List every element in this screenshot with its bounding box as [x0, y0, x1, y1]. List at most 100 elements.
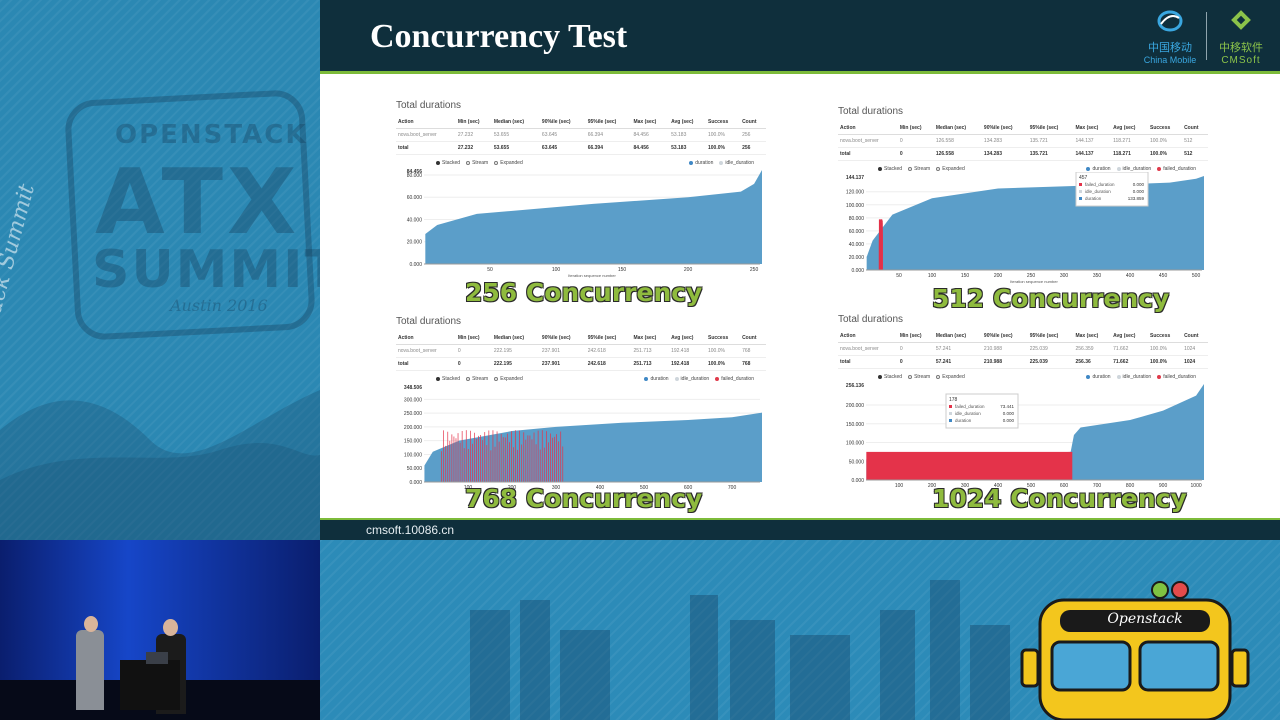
- tooltip-series-value: 133.859: [1128, 196, 1145, 201]
- presenter-left: [76, 630, 104, 710]
- tooltip-series-value: 0.000: [1003, 411, 1015, 416]
- duration-series-area[interactable]: [425, 170, 762, 264]
- panel-title: Total durations: [838, 314, 904, 325]
- table-cell: 53.183: [669, 128, 706, 142]
- legend-stacked-radio[interactable]: Stacked: [436, 160, 460, 166]
- table-header-cell: Action: [396, 116, 456, 129]
- legend-failed-duration[interactable]: failed_duration: [1157, 166, 1196, 172]
- x-tick-label: 700: [728, 485, 737, 491]
- legend-dot: [674, 376, 679, 381]
- legend-label: failed_duration: [1163, 166, 1196, 172]
- legend-failed-duration[interactable]: failed_duration: [715, 376, 754, 382]
- y-tick-label: 60.000: [407, 195, 423, 201]
- cmsoft-logo: 中移软件 CMSoft: [1210, 10, 1272, 66]
- legend-stacked-radio[interactable]: Stacked: [878, 374, 902, 380]
- table-row: total 0 126.558 134.283 135.721 144.137 118.27…: [838, 147, 1208, 161]
- hills-illustration: [0, 390, 320, 540]
- table-header-cell: Count: [1182, 122, 1208, 135]
- x-tick-label: 400: [994, 483, 1003, 489]
- legend-label: Expanded: [500, 160, 523, 166]
- tooltip-series-value: 0.000: [1133, 182, 1145, 187]
- legend-series: duration idle_duration: [689, 160, 760, 166]
- duration-series-area[interactable]: [866, 384, 1204, 480]
- legend-idle-duration[interactable]: idle_duration: [674, 376, 709, 382]
- concurrency-caption: 768 Concurrency: [465, 484, 703, 513]
- chart-legend: Stacked Stream Expanded duration idle_durati…: [878, 374, 1208, 380]
- legend-label: duration: [1092, 166, 1111, 172]
- table-header-cell: Success: [705, 116, 741, 129]
- table-row: total 0 222.195 237.901 242.618 251.713 192.41…: [396, 357, 766, 371]
- legend-label: Stream: [472, 160, 489, 166]
- chart-legend: Stacked Stream Expanded duration idle_durati…: [878, 166, 1208, 172]
- podium: [120, 660, 180, 710]
- legend-label: idle_duration: [725, 160, 754, 166]
- legend-expanded-radio[interactable]: Expanded: [936, 166, 965, 172]
- table-header-cell: Avg (sec): [669, 332, 706, 345]
- table-cell: 242.618: [585, 344, 632, 358]
- duration-series-area[interactable]: [424, 412, 762, 482]
- table-header-cell: 90%ile (sec): [539, 116, 586, 129]
- x-tick-label: 300: [1060, 273, 1069, 279]
- table-cell: 135.721: [1027, 134, 1074, 148]
- bottom-strip: Openstack: [0, 540, 1280, 720]
- legend-stacked-radio[interactable]: Stacked: [436, 376, 460, 382]
- legend-idle-duration[interactable]: idle_duration: [1116, 166, 1152, 172]
- legend-expanded-radio[interactable]: Expanded: [494, 160, 523, 166]
- legend-stream-radio[interactable]: Stream: [466, 160, 488, 166]
- legend-expanded-radio[interactable]: Expanded: [936, 374, 965, 380]
- y-tick-label: 100.000: [846, 203, 864, 209]
- failed-duration-spikes[interactable]: [878, 219, 883, 270]
- table-row: nova.boot_server 27.232 53.655 63.645 66.394…: [396, 128, 766, 142]
- table-cell: 251.713: [631, 357, 670, 371]
- duration-panel: Total durations Action Min (sec) Median (se…: [838, 314, 1218, 534]
- legend-duration[interactable]: duration: [1086, 166, 1111, 172]
- summit-banner: OPENSTACK ATX SUMMIT Austin 2016 OpenSta…: [0, 0, 320, 540]
- china-mobile-en: China Mobile: [1143, 55, 1197, 65]
- table-cell: 242.618: [585, 357, 632, 371]
- failed-duration-spikes[interactable]: [441, 430, 564, 482]
- legend-label: duration: [1092, 374, 1111, 380]
- legend-stream-radio[interactable]: Stream: [908, 166, 930, 172]
- table-header-cell: Min (sec): [455, 116, 492, 129]
- legend-stream-radio[interactable]: Stream: [466, 376, 488, 382]
- legend-idle-duration[interactable]: idle_duration: [719, 160, 754, 166]
- chart-legend: Stacked Stream Expanded duration idle_durati…: [436, 160, 766, 166]
- duration-series-area[interactable]: [866, 176, 1204, 270]
- legend-expanded-radio[interactable]: Expanded: [494, 376, 523, 382]
- x-axis-label: Iteration sequence number: [1010, 279, 1058, 284]
- tooltip-box: [945, 393, 1019, 429]
- table-header-cell: Count: [740, 332, 766, 345]
- x-tick-label: 400: [1126, 273, 1135, 279]
- durations-table: Action Min (sec) Median (sec) 90%ile (sec) 9…: [396, 332, 766, 371]
- tooltip-series-name: duration: [1085, 196, 1102, 201]
- x-tick-label: 200: [994, 273, 1003, 279]
- table-cell: 53.183: [669, 141, 706, 155]
- legend-duration[interactable]: duration: [644, 376, 669, 382]
- legend-idle-duration[interactable]: idle_duration: [1116, 374, 1151, 380]
- table-cell: total: [838, 147, 898, 161]
- table-header-cell: Median (sec): [933, 122, 982, 135]
- presentation-slide: Concurrency Test 中国移动 China Mobile 中移软件 …: [320, 0, 1280, 540]
- table-header-cell: Success: [1147, 330, 1183, 343]
- tooltip-swatch: [1079, 183, 1082, 186]
- table-cell: 66.394: [585, 128, 632, 142]
- x-tick-label: 300: [552, 485, 561, 491]
- legend-duration[interactable]: duration: [689, 160, 713, 166]
- failed-duration-area[interactable]: [866, 451, 1073, 480]
- table-cell: 0: [455, 344, 492, 358]
- legend-duration[interactable]: duration: [1086, 374, 1111, 380]
- laptop: [146, 652, 168, 664]
- x-tick-label: 900: [1159, 483, 1168, 489]
- y-tick-label: 200.000: [846, 403, 864, 409]
- legend-label: idle_duration: [1122, 166, 1152, 172]
- legend-label: Stream: [914, 374, 931, 380]
- legend-stream-radio[interactable]: Stream: [908, 374, 930, 380]
- slide-title: Concurrency Test: [370, 18, 628, 55]
- legend-stacked-radio[interactable]: Stacked: [878, 166, 902, 172]
- legend-failed-duration[interactable]: failed_duration: [1157, 374, 1196, 380]
- tooltip-swatch: [949, 405, 952, 408]
- table-cell: 118.271: [1111, 147, 1148, 161]
- y-tick-label: 0.000: [409, 480, 422, 486]
- city-artwork: Openstack: [320, 540, 1280, 720]
